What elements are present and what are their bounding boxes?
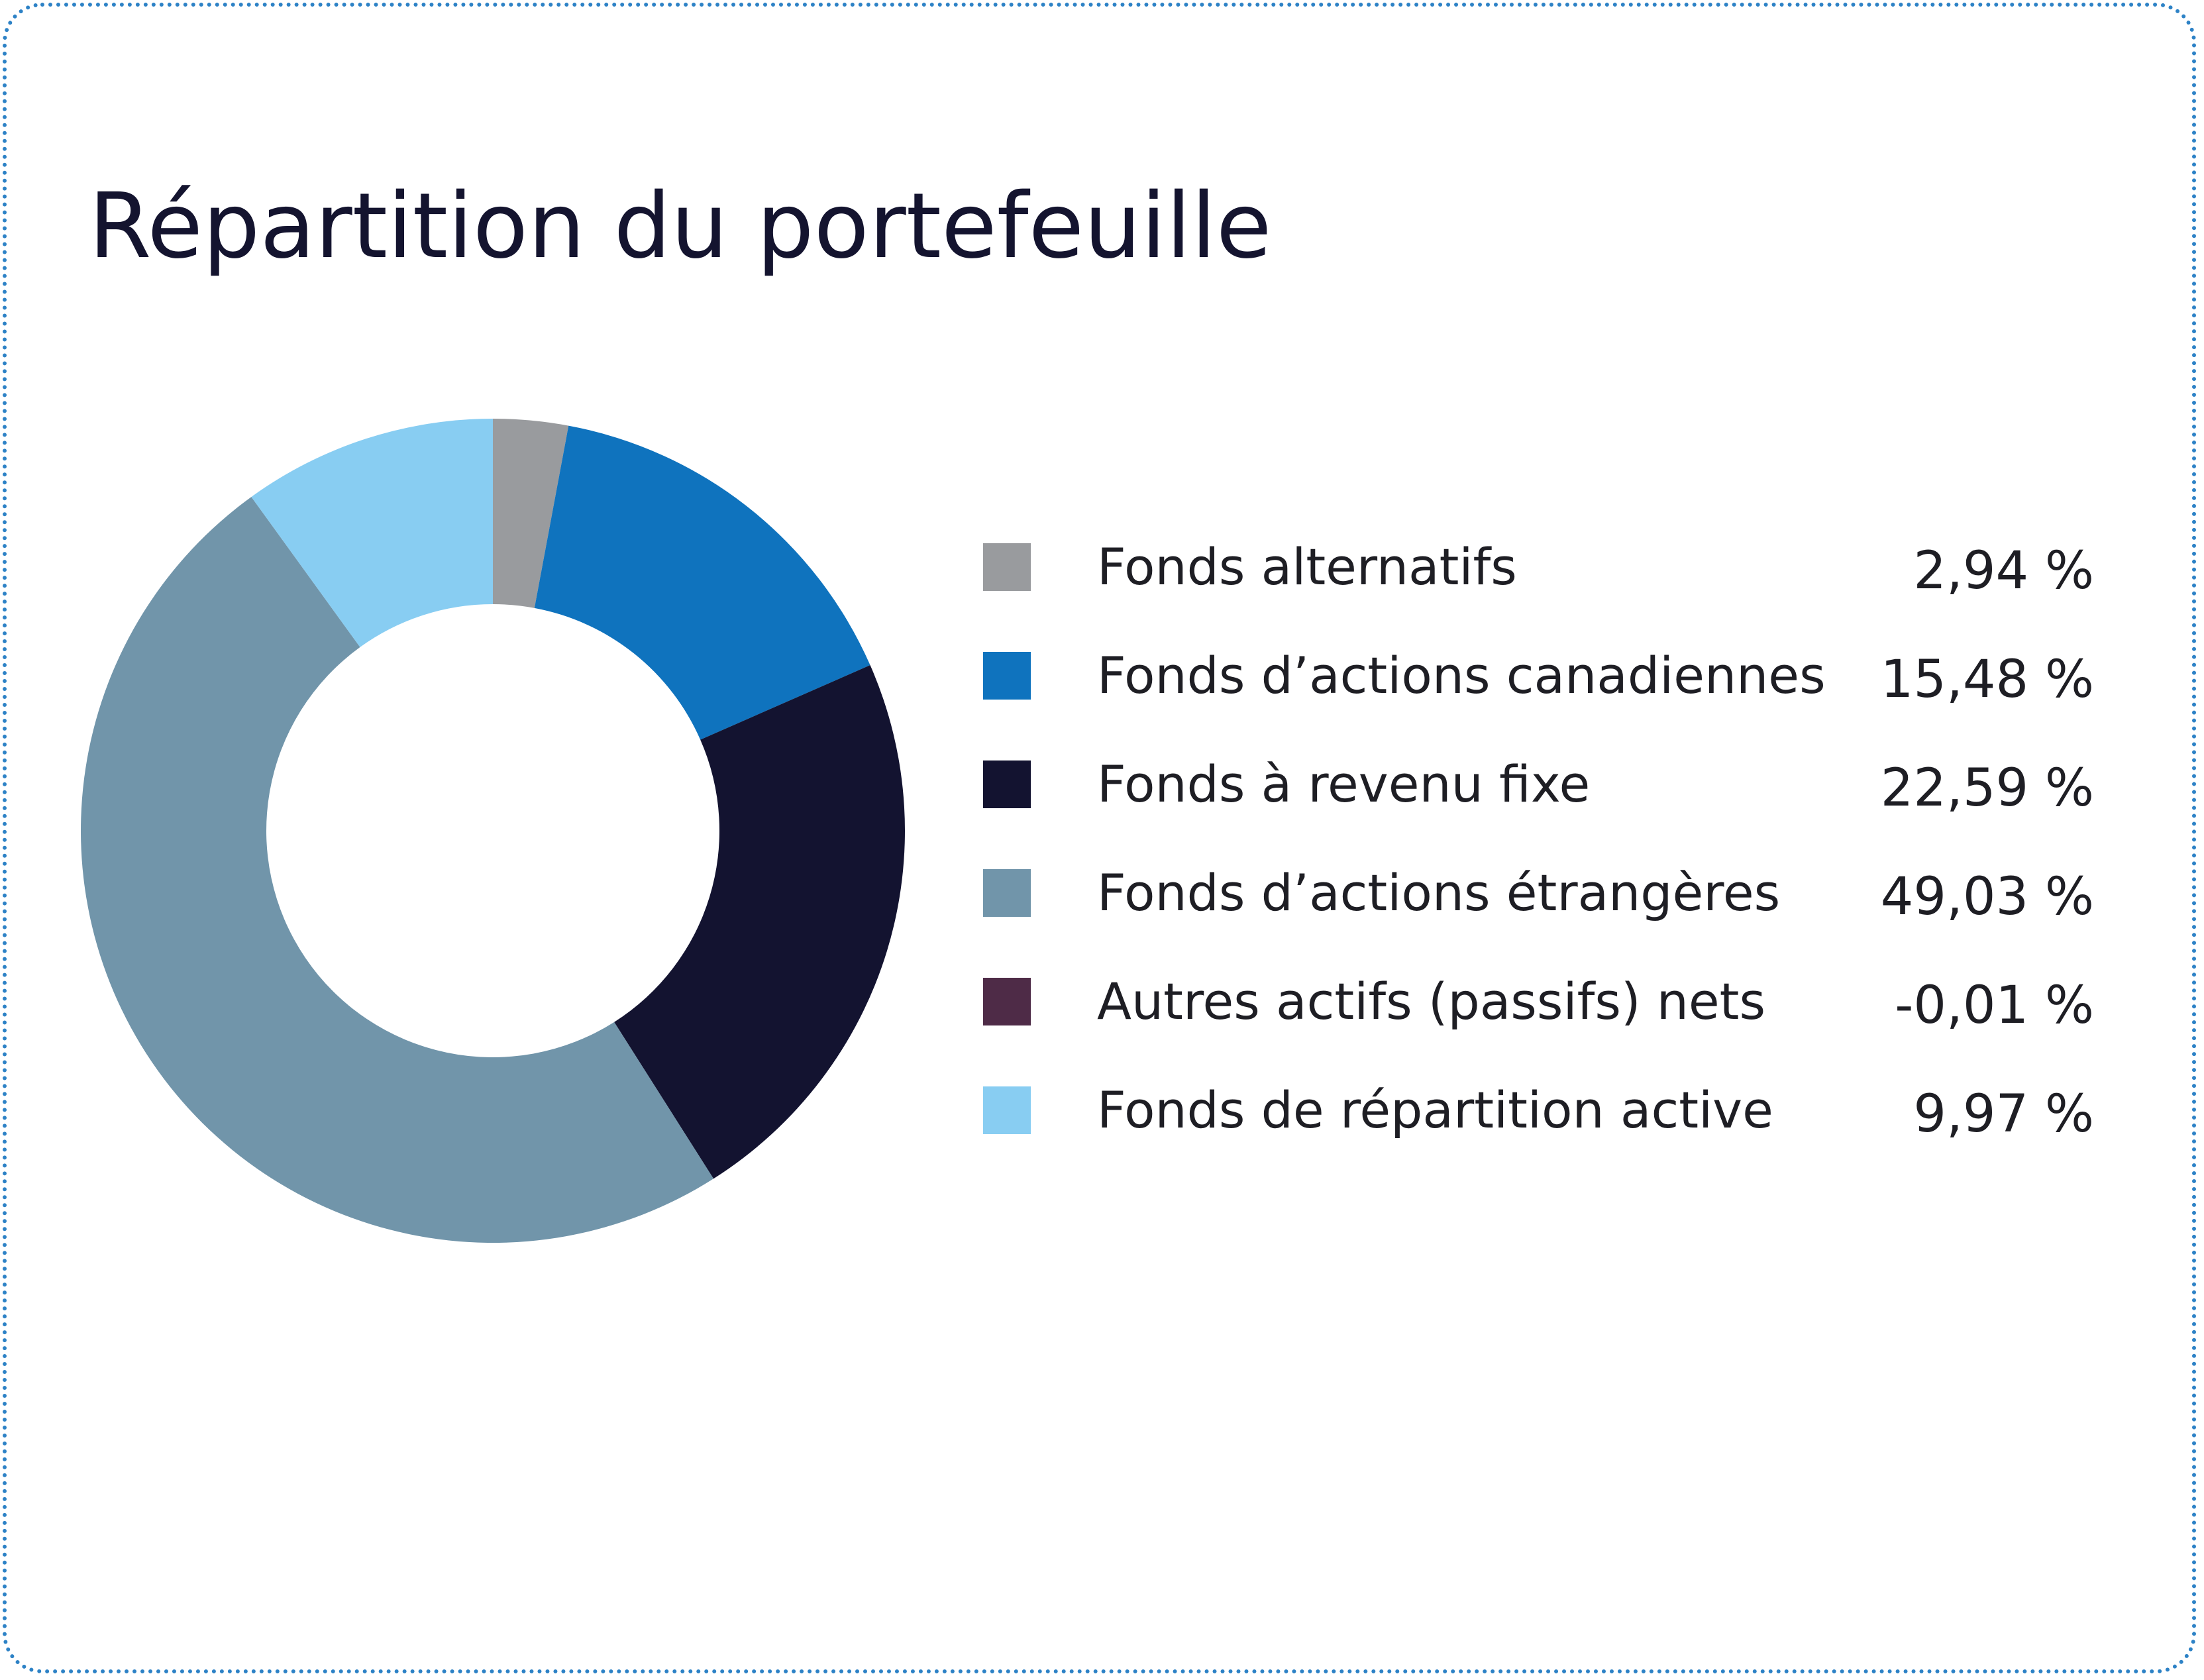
legend-swatch: [983, 1086, 1031, 1134]
legend-item: Autres actifs (passifs) nets -0,01 %: [983, 972, 2103, 1044]
donut-slice-4: [80, 497, 714, 1243]
legend-label: Fonds à revenu fixe: [1097, 755, 1591, 814]
legend-label: Autres actifs (passifs) nets: [1097, 972, 1766, 1031]
legend-value: 22,59 %: [1880, 759, 2094, 818]
donut-slice-2: [534, 425, 870, 740]
legend-item: Fonds alternatifs 2,94 %: [983, 537, 2103, 609]
legend-swatch: [983, 543, 1031, 591]
legend-value: -0,01 %: [1895, 976, 2094, 1035]
donut-slice-6: [251, 419, 493, 647]
legend-item: Fonds de répartition active 9,97 %: [983, 1080, 2103, 1153]
donut-slice-3: [614, 665, 905, 1179]
legend-swatch: [983, 761, 1031, 808]
chart-title: Répartition du portefeuille: [89, 174, 1272, 279]
chart-card: [3, 3, 2196, 1673]
donut-slice-1: [493, 419, 569, 608]
legend-value: 49,03 %: [1880, 867, 2094, 927]
legend-swatch: [983, 978, 1031, 1025]
legend-item: Fonds d’actions étrangères 49,03 %: [983, 863, 2103, 935]
legend-value: 2,94 %: [1913, 541, 2094, 601]
legend-value: 9,97 %: [1913, 1084, 2094, 1144]
legend-label: Fonds d’actions étrangères: [1097, 863, 1781, 922]
legend-item: Fonds d’actions canadiennes 15,48 %: [983, 646, 2103, 718]
legend-swatch: [983, 869, 1031, 917]
legend-swatch: [983, 652, 1031, 700]
legend-item: Fonds à revenu fixe 22,59 %: [983, 755, 2103, 827]
legend: Fonds alternatifs 2,94 % Fonds d’actions c…: [983, 0, 2109, 1680]
legend-label: Fonds alternatifs: [1097, 537, 1517, 596]
legend-label: Fonds de répartition active: [1097, 1080, 1773, 1139]
legend-label: Fonds d’actions canadiennes: [1097, 646, 1826, 705]
legend-value: 15,48 %: [1880, 650, 2094, 709]
